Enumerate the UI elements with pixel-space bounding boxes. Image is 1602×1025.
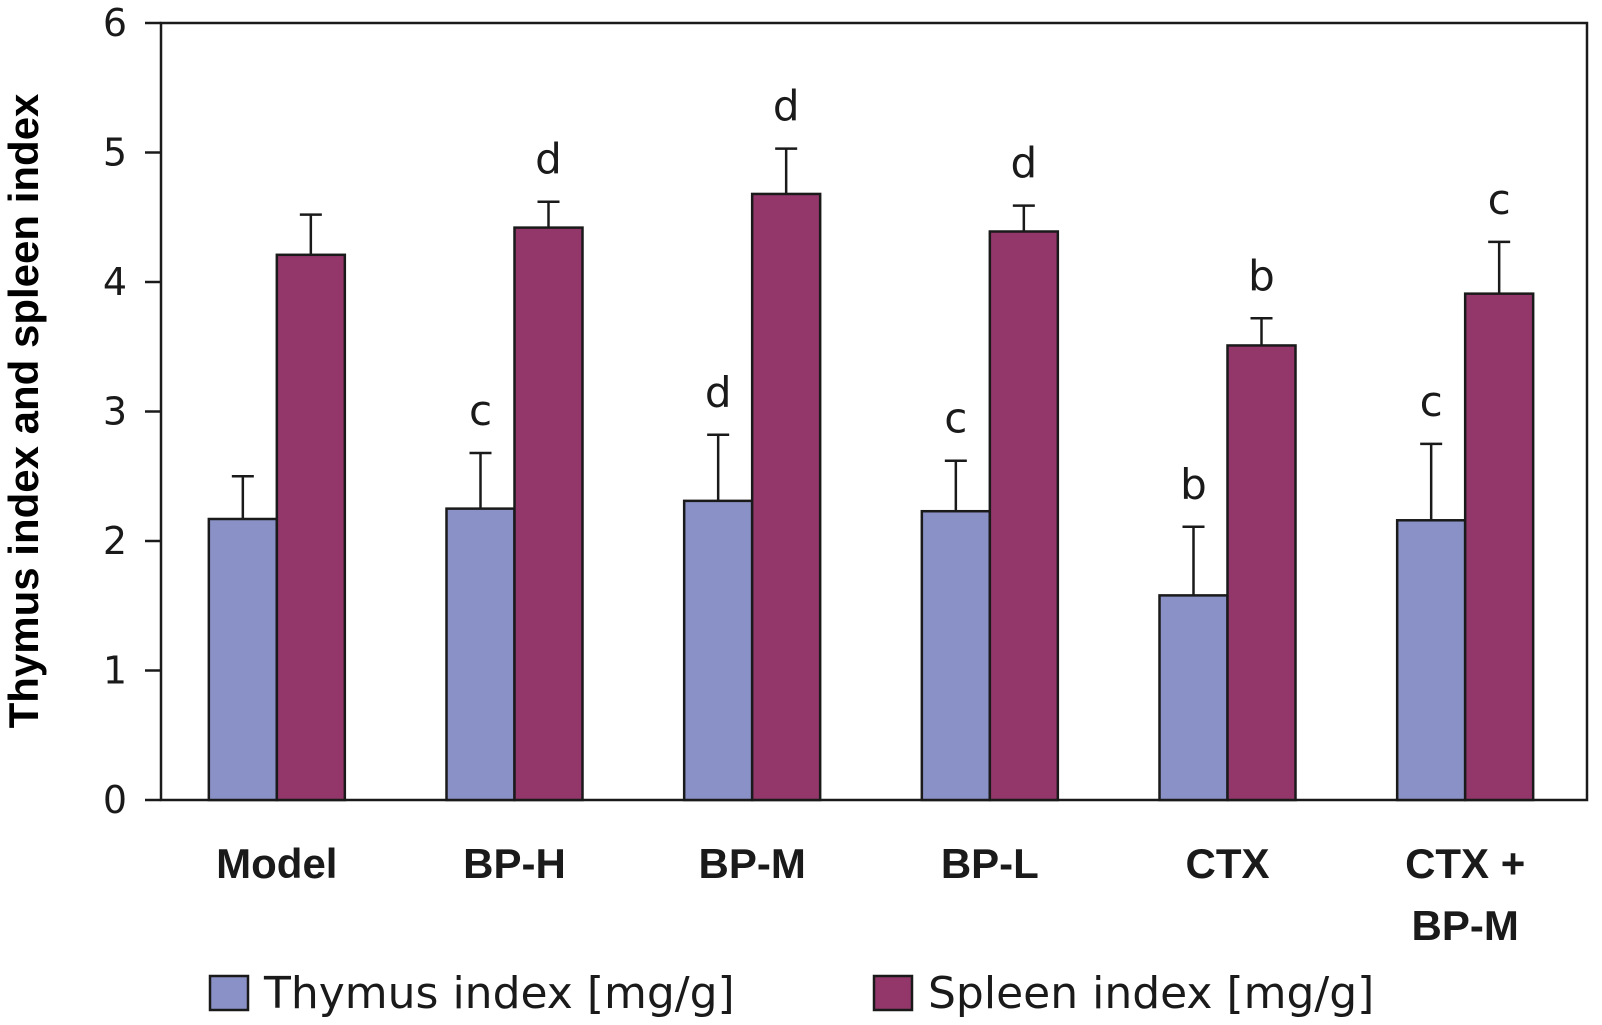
y-tick-label: 5	[103, 131, 127, 175]
y-axis: 0 1 2 3 4 5 6	[103, 1, 161, 822]
plot-frame	[159, 21, 1589, 802]
significance-label: b	[1180, 460, 1207, 509]
bar	[1395, 519, 1467, 802]
y-tick-label: 6	[103, 1, 127, 45]
significance-label: c	[944, 394, 967, 443]
bar	[988, 230, 1060, 802]
bar	[513, 226, 584, 802]
legend-label: Spleen index [mg/g]	[928, 968, 1374, 1019]
bar	[1463, 292, 1535, 802]
y-tick-label: 0	[103, 778, 127, 822]
bar	[1226, 344, 1297, 802]
x-category-label: BP-H	[463, 840, 566, 887]
x-category-label: BP-L	[941, 840, 1039, 887]
x-axis: Model BP-H BP-M BP-L CTX CTX + BP-M	[216, 840, 1525, 949]
significance-label: c	[469, 386, 492, 435]
x-category-label: BP-M	[699, 840, 806, 887]
x-category-label: BP-M	[1412, 902, 1519, 949]
significance-label: d	[1010, 139, 1037, 188]
bar	[920, 509, 992, 802]
bar	[1158, 594, 1229, 802]
bar	[750, 192, 822, 802]
significance-label: d	[705, 368, 732, 417]
significance-label: d	[773, 82, 800, 131]
legend-swatch	[872, 974, 914, 1012]
y-tick-label: 1	[103, 649, 127, 693]
significance-label: c	[1488, 175, 1511, 224]
y-axis-label: Thymus index and spleen index	[0, 93, 47, 728]
x-category-label: Model	[216, 840, 337, 887]
x-category-label: CTX +	[1405, 840, 1525, 887]
y-tick-label: 3	[103, 390, 127, 434]
y-tick-label: 2	[103, 519, 127, 563]
significance-label: b	[1248, 251, 1275, 300]
y-tick-label: 4	[103, 260, 127, 304]
bar	[275, 253, 347, 802]
bar	[207, 517, 279, 802]
bars: c d d d c d b b c c	[207, 82, 1535, 802]
legend-swatch	[208, 974, 250, 1012]
legend: Thymus index [mg/g] Spleen index [mg/g]	[208, 968, 1374, 1019]
significance-label: c	[1420, 377, 1443, 426]
legend-label: Thymus index [mg/g]	[263, 968, 735, 1019]
x-category-label: CTX	[1186, 840, 1270, 887]
bar	[682, 499, 754, 802]
significance-label: d	[535, 135, 562, 184]
bar	[445, 507, 516, 802]
